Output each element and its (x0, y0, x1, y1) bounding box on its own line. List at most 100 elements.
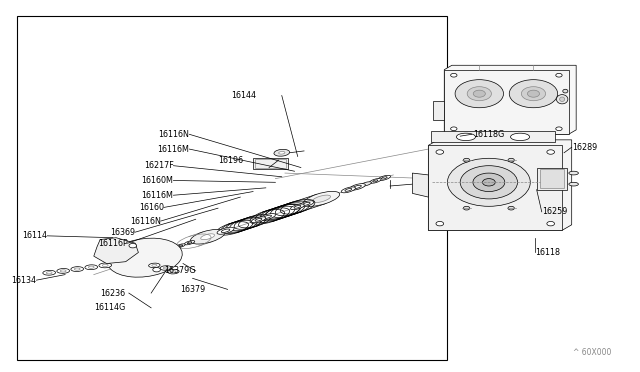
Text: 16134: 16134 (12, 276, 36, 285)
Ellipse shape (176, 244, 185, 248)
Ellipse shape (107, 238, 182, 277)
Ellipse shape (303, 191, 340, 206)
Text: 16217F: 16217F (144, 161, 173, 170)
Ellipse shape (71, 267, 84, 272)
Ellipse shape (43, 270, 56, 275)
Bar (431, 131, 555, 142)
Ellipse shape (294, 205, 301, 208)
Ellipse shape (556, 73, 562, 77)
Ellipse shape (57, 269, 70, 273)
Ellipse shape (463, 158, 470, 162)
Ellipse shape (148, 263, 160, 267)
Text: 16236: 16236 (100, 289, 125, 298)
Ellipse shape (291, 204, 304, 210)
Ellipse shape (473, 90, 485, 97)
Ellipse shape (361, 182, 371, 186)
Ellipse shape (372, 180, 378, 182)
Text: 16116N: 16116N (159, 130, 189, 139)
Ellipse shape (99, 263, 111, 268)
Ellipse shape (569, 171, 579, 175)
Bar (253, 158, 288, 169)
Polygon shape (444, 65, 576, 134)
Ellipse shape (188, 242, 192, 244)
Ellipse shape (447, 158, 531, 206)
Ellipse shape (511, 133, 530, 141)
Ellipse shape (509, 80, 557, 108)
Ellipse shape (74, 268, 80, 270)
Text: 16369: 16369 (110, 228, 135, 237)
Polygon shape (433, 101, 444, 119)
Ellipse shape (381, 177, 387, 179)
Text: 16114: 16114 (22, 231, 47, 240)
Ellipse shape (547, 221, 554, 226)
Ellipse shape (436, 221, 444, 226)
Ellipse shape (255, 218, 262, 221)
Ellipse shape (184, 241, 195, 245)
Ellipse shape (455, 80, 504, 108)
Bar (17, 16, 447, 359)
Ellipse shape (179, 245, 182, 247)
Text: 16116P: 16116P (98, 239, 127, 248)
Ellipse shape (312, 195, 330, 203)
Bar (255, 159, 286, 168)
Ellipse shape (102, 264, 108, 266)
Ellipse shape (556, 127, 562, 131)
Bar (428, 145, 562, 230)
Ellipse shape (341, 187, 355, 193)
Ellipse shape (46, 272, 52, 274)
Ellipse shape (345, 189, 352, 191)
Text: 16289: 16289 (572, 143, 597, 152)
Ellipse shape (456, 133, 476, 141)
Ellipse shape (483, 179, 495, 186)
Ellipse shape (451, 73, 457, 77)
Ellipse shape (522, 87, 545, 101)
Ellipse shape (217, 227, 234, 234)
Ellipse shape (152, 264, 157, 266)
Ellipse shape (163, 267, 168, 269)
Ellipse shape (129, 243, 136, 248)
Ellipse shape (278, 151, 285, 154)
Ellipse shape (527, 90, 540, 97)
Ellipse shape (559, 97, 564, 102)
Bar (540, 169, 564, 188)
Text: 16116M: 16116M (141, 191, 173, 200)
Ellipse shape (88, 266, 94, 268)
Ellipse shape (463, 206, 470, 210)
Ellipse shape (473, 173, 505, 192)
Ellipse shape (299, 201, 314, 207)
Ellipse shape (370, 179, 381, 183)
Text: 16116M: 16116M (157, 145, 189, 154)
Ellipse shape (547, 150, 554, 154)
Ellipse shape (303, 202, 310, 205)
Ellipse shape (201, 234, 214, 240)
Ellipse shape (451, 127, 457, 131)
Polygon shape (412, 173, 428, 197)
Ellipse shape (563, 89, 568, 93)
Text: 16114G: 16114G (94, 303, 125, 312)
Ellipse shape (556, 94, 568, 104)
Text: 16379: 16379 (180, 285, 205, 294)
Polygon shape (94, 238, 138, 263)
Ellipse shape (436, 150, 444, 154)
Ellipse shape (569, 182, 579, 186)
Ellipse shape (378, 175, 390, 180)
Ellipse shape (168, 269, 179, 274)
Ellipse shape (508, 158, 515, 162)
Text: 16259: 16259 (541, 207, 567, 217)
Ellipse shape (160, 266, 172, 270)
Text: ^ 60X000: ^ 60X000 (573, 347, 612, 357)
Text: 16118G: 16118G (473, 130, 504, 139)
Ellipse shape (467, 87, 492, 101)
Ellipse shape (85, 265, 97, 270)
Text: 16118: 16118 (536, 248, 561, 257)
Ellipse shape (221, 229, 230, 232)
Ellipse shape (190, 230, 225, 244)
Ellipse shape (353, 185, 362, 189)
Text: 16160: 16160 (139, 203, 164, 212)
Ellipse shape (508, 206, 515, 210)
Ellipse shape (460, 166, 518, 199)
Polygon shape (428, 140, 572, 230)
Text: 16379G: 16379G (164, 266, 196, 275)
Ellipse shape (274, 149, 290, 156)
Text: 16116N: 16116N (130, 217, 161, 225)
